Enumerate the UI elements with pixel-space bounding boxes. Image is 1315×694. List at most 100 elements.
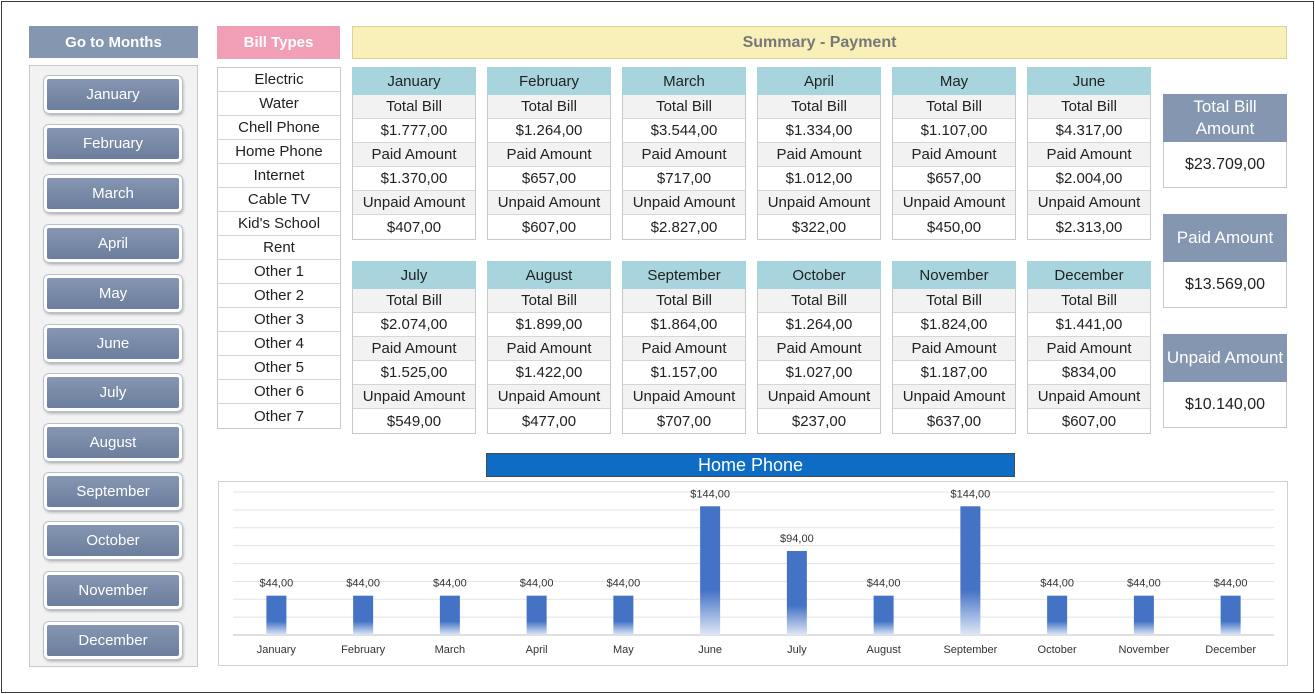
data-label: $44,00 [260,578,294,590]
nav-button-may[interactable]: May [44,275,182,312]
total-bill-value: $1.864,00 [623,313,745,337]
month-card-november: November Total Bill $1.824,00 Paid Amount $1… [892,261,1016,434]
x-tick-label: June [698,644,722,656]
unpaid-amount-value: $407,00 [386,218,442,236]
unpaid-amount-label: Unpaid Amount [893,191,1015,215]
paid-amount-value: $1.370,00 [353,167,475,191]
paid-amount-label: Paid Amount [1028,143,1150,167]
nav-header: Go to Months [29,26,198,58]
x-tick-label: December [1205,644,1256,656]
data-label: $44,00 [520,578,554,590]
nav-button-june[interactable]: June [44,325,182,362]
bar-may [613,595,634,635]
paid-amount-label: Paid Amount [893,337,1015,361]
unpaid-amount-value: $322,00 [791,218,847,236]
nav-button-december[interactable]: December [44,622,182,659]
total-bill-value: $1.264,00 [758,313,880,337]
total-bill-value: $4.317,00 [1028,119,1150,143]
unpaid-amount-value: $607,00 [1061,412,1117,430]
unpaid-amount-label: Unpaid Amount [893,385,1015,409]
month-card-title: October [757,261,881,289]
bill-type-item: Electric [218,68,340,92]
nav-button-april[interactable]: April [44,225,182,262]
unpaid-amount-label: Unpaid Amount [758,191,880,215]
bar-february [353,595,374,635]
total-bill-value: $1.441,00 [1028,313,1150,337]
total-bill-value: $1.777,00 [353,119,475,143]
x-tick-label: February [341,644,386,656]
nav-button-march[interactable]: March [44,175,182,212]
data-label: $44,00 [867,578,901,590]
unpaid-amount-value: $637,00 [926,412,982,430]
unpaid-amount-label: Unpaid Amount [758,385,880,409]
bar-january [266,595,287,635]
total-bill-label: Total Bill [893,95,1015,119]
unpaid-amount-label: Unpaid Amount [488,385,610,409]
total-card-value: $23.709,00 [1163,142,1287,188]
month-card-body: Total Bill $3.544,00 Paid Amount $717,00 Unp… [622,95,746,240]
x-tick-label: May [613,644,634,656]
total-bill-label: Total Bill [488,289,610,313]
total-bill-value: $1.264,00 [488,119,610,143]
month-card-october: October Total Bill $1.264,00 Paid Amount $1.… [757,261,881,434]
month-card-body: Total Bill $1.777,00 Paid Amount $1.370,00 U… [352,95,476,240]
unpaid-amount-label: Unpaid Amount [1028,385,1150,409]
bill-type-item: Other 3 [218,308,340,332]
data-label: $44,00 [346,578,380,590]
paid-amount-value: $1.422,00 [488,361,610,385]
bill-type-item: Internet [218,164,340,188]
month-card-july: July Total Bill $2.074,00 Paid Amount $1.525… [352,261,476,434]
nav-button-october[interactable]: October [44,522,182,559]
bill-type-item: Rent [218,236,340,260]
unpaid-amount-label: Unpaid Amount [623,191,745,215]
paid-amount-label: Paid Amount [488,143,610,167]
x-tick-label: April [526,644,548,656]
bar-june [700,506,721,635]
month-card-title: July [352,261,476,289]
month-card-december: December Total Bill $1.441,00 Paid Amount $8… [1027,261,1151,434]
bill-type-item: Other 1 [218,260,340,284]
paid-amount-value: $1.027,00 [758,361,880,385]
data-label: $44,00 [1040,578,1074,590]
nav-button-september[interactable]: September [44,473,182,510]
month-card-february: February Total Bill $1.264,00 Paid Amount $6… [487,67,611,240]
paid-amount-label: Paid Amount [488,337,610,361]
x-tick-label: March [435,644,466,656]
month-card-may: May Total Bill $1.107,00 Paid Amount $657,00… [892,67,1016,240]
paid-amount-label: Paid Amount [353,143,475,167]
nav-button-february[interactable]: February [44,125,182,162]
nav-button-november[interactable]: November [44,572,182,609]
month-card-september: September Total Bill $1.864,00 Paid Amount $… [622,261,746,434]
nav-button-august[interactable]: August [44,424,182,461]
bill-type-item: Home Phone [218,140,340,164]
nav-button-january[interactable]: January [44,76,182,113]
month-card-august: August Total Bill $1.899,00 Paid Amount $1.4… [487,261,611,434]
x-tick-label: October [1038,644,1077,656]
bill-type-item: Other 5 [218,356,340,380]
paid-amount-value: $1.525,00 [353,361,475,385]
month-card-body: Total Bill $1.899,00 Paid Amount $1.422,00 U… [487,289,611,434]
total-bill-value: $3.544,00 [623,119,745,143]
month-card-march: March Total Bill $3.544,00 Paid Amount $717,… [622,67,746,240]
bill-type-item: Water [218,92,340,116]
bar-october [1047,595,1068,635]
bar-july [786,550,807,635]
month-card-body: Total Bill $1.864,00 Paid Amount $1.157,00 U… [622,289,746,434]
nav-button-july[interactable]: July [44,374,182,411]
paid-amount-label: Paid Amount [623,143,745,167]
bill-types-header: Bill Types [217,26,340,59]
total-card-label: Total Bill Amount [1163,94,1287,142]
bar-november [1133,595,1154,635]
bar-april [526,595,547,635]
summary-header: Summary - Payment [352,26,1287,59]
total-bill-label: Total Bill [623,289,745,313]
month-card-title: May [892,67,1016,95]
data-label: $144,00 [950,488,990,500]
month-card-body: Total Bill $1.107,00 Paid Amount $657,00 Unp… [892,95,1016,240]
data-label: $44,00 [1127,578,1161,590]
unpaid-amount-label: Unpaid Amount [353,191,475,215]
unpaid-amount-value: $450,00 [926,218,982,236]
paid-amount-value: $1.187,00 [893,361,1015,385]
total-bill-value: $2.074,00 [353,313,475,337]
